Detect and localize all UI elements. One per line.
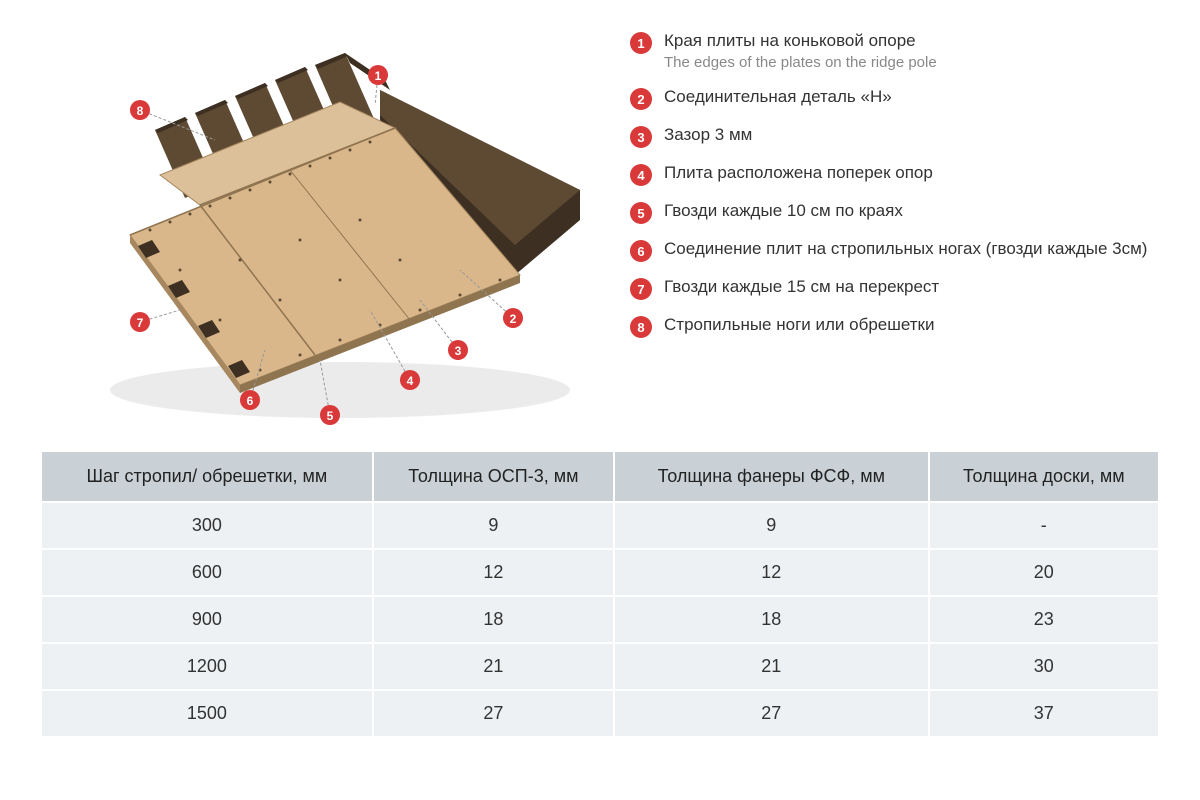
roof-diagram: 1 2 3 4 5 6 7 8: [40, 20, 600, 440]
table-cell: 23: [929, 596, 1159, 643]
legend-badge: 8: [630, 316, 652, 338]
table-cell: 12: [614, 549, 929, 596]
legend-title: Соединительная деталь «Н»: [664, 86, 892, 109]
legend-text-wrap: Соединительная деталь «Н»: [664, 86, 892, 109]
table-cell: 1500: [41, 690, 373, 737]
table-cell: 600: [41, 549, 373, 596]
table-cell: 300: [41, 502, 373, 549]
table-cell: 21: [614, 643, 929, 690]
legend-title: Гвозди каждые 10 см по краях: [664, 200, 903, 223]
legend-subtitle: The edges of the plates on the ridge pol…: [664, 53, 937, 73]
callout-number: 3: [455, 344, 462, 358]
table-cell: 27: [373, 690, 614, 737]
table-header: Толщина фанеры ФСФ, мм: [614, 451, 929, 502]
table-cell: 18: [614, 596, 929, 643]
table-row: 600121220: [41, 549, 1159, 596]
legend-item-4: 4 Плита расположена поперек опор: [630, 162, 1160, 186]
table-cell: -: [929, 502, 1159, 549]
table-cell: 900: [41, 596, 373, 643]
callout-number: 7: [137, 316, 144, 330]
table-cell: 12: [373, 549, 614, 596]
legend-badge: 1: [630, 32, 652, 54]
callout-number: 8: [137, 104, 144, 118]
callout-number: 1: [375, 69, 382, 83]
legend-badge: 4: [630, 164, 652, 186]
callout-number: 5: [327, 409, 334, 423]
legend-text-wrap: Плита расположена поперек опор: [664, 162, 933, 185]
legend-badge: 7: [630, 278, 652, 300]
table-cell: 37: [929, 690, 1159, 737]
legend-item-7: 7 Гвозди каждые 15 см на перекрест: [630, 276, 1160, 300]
legend-badge: 6: [630, 240, 652, 262]
table-row: 1200212130: [41, 643, 1159, 690]
table-cell: 9: [373, 502, 614, 549]
table-cell: 21: [373, 643, 614, 690]
legend-text-wrap: Зазор 3 мм: [664, 124, 752, 147]
legend-badge: 2: [630, 88, 652, 110]
table-cell: 27: [614, 690, 929, 737]
callout-number: 4: [407, 374, 414, 388]
legend-text-wrap: Гвозди каждые 15 см на перекрест: [664, 276, 939, 299]
legend-item-8: 8 Стропильные ноги или обрешетки: [630, 314, 1160, 338]
table-header: Толщина ОСП-3, мм: [373, 451, 614, 502]
table-cell: 30: [929, 643, 1159, 690]
table-row: 1500272737: [41, 690, 1159, 737]
table-cell: 20: [929, 549, 1159, 596]
table-header: Шаг стропил/ обрешетки, мм: [41, 451, 373, 502]
table-row: 30099-: [41, 502, 1159, 549]
legend-item-5: 5 Гвозди каждые 10 см по краях: [630, 200, 1160, 224]
legend-badge: 3: [630, 126, 652, 148]
table-cell: 9: [614, 502, 929, 549]
table-header: Толщина доски, мм: [929, 451, 1159, 502]
callout-number: 2: [510, 312, 517, 326]
legend-title: Стропильные ноги или обрешетки: [664, 314, 934, 337]
table-cell: 18: [373, 596, 614, 643]
legend-badge: 5: [630, 202, 652, 224]
legend-item-1: 1 Края плиты на коньковой опореThe edges …: [630, 30, 1160, 72]
legend-title: Зазор 3 мм: [664, 124, 752, 147]
legend-list: 1 Края плиты на коньковой опореThe edges …: [600, 20, 1160, 440]
legend-text-wrap: Соединение плит на стропильных ногах (гв…: [664, 238, 1147, 261]
legend-item-2: 2 Соединительная деталь «Н»: [630, 86, 1160, 110]
legend-text-wrap: Стропильные ноги или обрешетки: [664, 314, 934, 337]
legend-title: Гвозди каждые 15 см на перекрест: [664, 276, 939, 299]
legend-text-wrap: Края плиты на коньковой опореThe edges o…: [664, 30, 937, 72]
legend-title: Соединение плит на стропильных ногах (гв…: [664, 238, 1147, 261]
legend-item-3: 3 Зазор 3 мм: [630, 124, 1160, 148]
legend-text-wrap: Гвозди каждые 10 см по краях: [664, 200, 903, 223]
legend-title: Плита расположена поперек опор: [664, 162, 933, 185]
legend-title: Края плиты на коньковой опоре: [664, 30, 937, 53]
callout-number: 6: [247, 394, 254, 408]
thickness-table: Шаг стропил/ обрешетки, ммТолщина ОСП-3,…: [40, 450, 1160, 738]
legend-item-6: 6 Соединение плит на стропильных ногах (г…: [630, 238, 1160, 262]
table-cell: 1200: [41, 643, 373, 690]
table-row: 900181823: [41, 596, 1159, 643]
